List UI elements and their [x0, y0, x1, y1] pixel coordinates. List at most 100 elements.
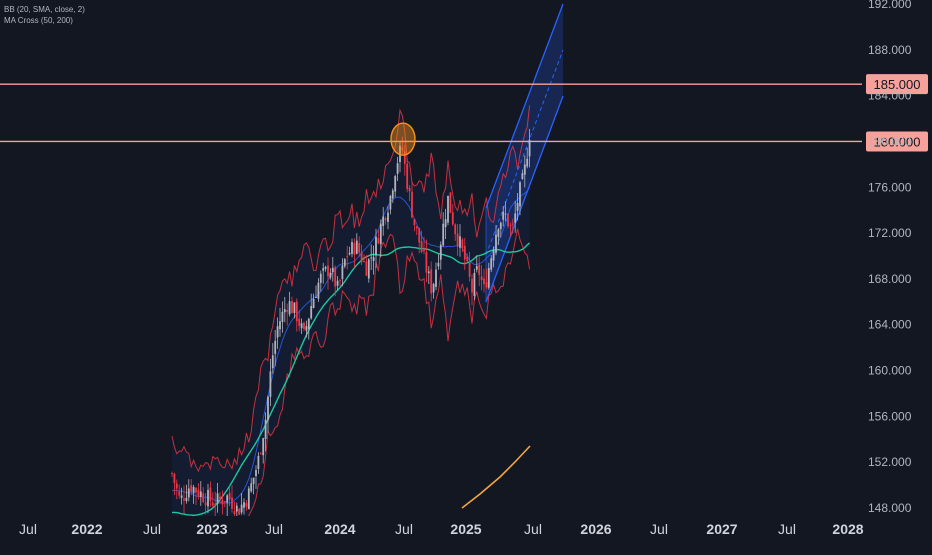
candle-body	[514, 213, 517, 223]
candle-body	[399, 145, 401, 163]
candle-body	[439, 244, 442, 260]
candles	[171, 128, 531, 524]
candle-body	[199, 491, 202, 497]
time-tick-label: Jul	[265, 521, 283, 537]
candle-body	[456, 233, 459, 247]
bb-legend[interactable]: BB (20, SMA, close, 2)	[4, 5, 85, 14]
candle-body	[185, 497, 188, 502]
candle-body	[375, 236, 377, 256]
candle-body	[233, 511, 236, 515]
price-tick-label: 164.000	[868, 318, 912, 332]
candle-body	[495, 234, 497, 253]
candle-body	[312, 298, 315, 308]
candle-body	[487, 268, 490, 288]
candle-body	[197, 489, 200, 497]
candle-body	[401, 147, 404, 151]
candle-body	[432, 284, 435, 293]
time-tick-label: 2023	[196, 521, 227, 537]
price-tick-label: 152.000	[868, 455, 912, 469]
candle-body	[408, 187, 411, 192]
candle-body	[497, 229, 500, 237]
candle-body	[413, 218, 416, 226]
time-tick-label: Jul	[395, 521, 413, 537]
candle-body	[523, 164, 526, 175]
candle-body	[516, 202, 519, 211]
time-tick-label: 2024	[324, 521, 355, 537]
candle-body	[348, 252, 351, 255]
candle-body	[187, 488, 190, 498]
candle-body	[519, 182, 521, 207]
highlight-circle	[390, 122, 416, 156]
candle-body	[300, 323, 303, 329]
candle-body	[283, 309, 286, 313]
ascending-channel[interactable]	[485, 3, 564, 303]
highlight-circle-outline	[390, 122, 416, 156]
time-tick-label: Jul	[524, 521, 542, 537]
bb-upper-line	[171, 105, 531, 473]
price-level-badge	[866, 131, 928, 152]
candle-body	[509, 225, 512, 226]
candle-body	[264, 419, 267, 439]
candle-body	[379, 223, 382, 245]
candle-body	[471, 278, 473, 293]
time-axis-bg	[0, 516, 932, 550]
candle-body	[310, 306, 313, 319]
candle-body	[286, 310, 289, 312]
candle-body	[259, 453, 262, 455]
price-tick-label: 172.000	[868, 226, 912, 240]
price-level-badge-label: 180.000	[874, 134, 921, 149]
time-tick-label: 2025	[450, 521, 481, 537]
candle-body	[274, 340, 277, 354]
horizontal-lines: 185.000 180.000	[0, 74, 928, 152]
candle-body	[502, 211, 505, 220]
candle-body	[228, 492, 231, 500]
price-level-badge	[866, 74, 928, 95]
candle-body	[276, 326, 279, 338]
candle-body	[305, 326, 308, 331]
candle-body	[327, 265, 329, 277]
ma-slow-line	[461, 445, 531, 509]
time-axis[interactable]: Jul 2022 Jul 2023 Jul 2024 Jul 2025 Jul 2026 Jul 20…	[0, 516, 932, 550]
candle-body	[468, 262, 471, 277]
price-level-badge-label: 185.000	[874, 77, 921, 92]
time-tick-label: Jul	[650, 521, 668, 537]
candle-body	[387, 212, 389, 222]
candle-body	[216, 493, 219, 504]
candle-body	[382, 216, 385, 226]
candle-body	[329, 272, 332, 278]
candle-body	[295, 301, 298, 322]
candle-body	[288, 301, 291, 315]
candle-body	[245, 503, 248, 507]
price-tick-label: 168.000	[868, 272, 912, 286]
candle-body	[403, 150, 406, 164]
candle-body	[171, 473, 173, 475]
candle-body	[307, 318, 310, 330]
channel-upper-line	[485, 3, 564, 209]
candle-body	[358, 242, 361, 253]
ma-cross-legend[interactable]: MA Cross (50, 200)	[4, 16, 73, 25]
candle-body	[526, 158, 529, 167]
candle-body	[372, 257, 375, 261]
candle-body	[262, 438, 265, 456]
candle-body	[207, 489, 209, 507]
candle-body	[339, 280, 341, 282]
candle-body	[317, 282, 320, 299]
candle-body	[447, 195, 449, 223]
candle-body	[267, 396, 269, 421]
candle-body	[240, 504, 243, 513]
candle-body	[466, 256, 469, 262]
price-axis[interactable]: 192.000 188.000 184.000 180.000 176.000 172.0…	[868, 0, 912, 515]
candle-body	[384, 218, 387, 221]
candle-body	[475, 266, 478, 270]
candle-body	[391, 190, 394, 199]
candle-body	[331, 267, 334, 272]
candle-body	[190, 485, 193, 493]
candle-body	[247, 488, 250, 510]
candle-body	[293, 302, 296, 313]
candle-body	[355, 240, 358, 254]
candle-body	[202, 493, 205, 502]
candle-body	[195, 488, 197, 493]
candle-body	[454, 224, 457, 235]
